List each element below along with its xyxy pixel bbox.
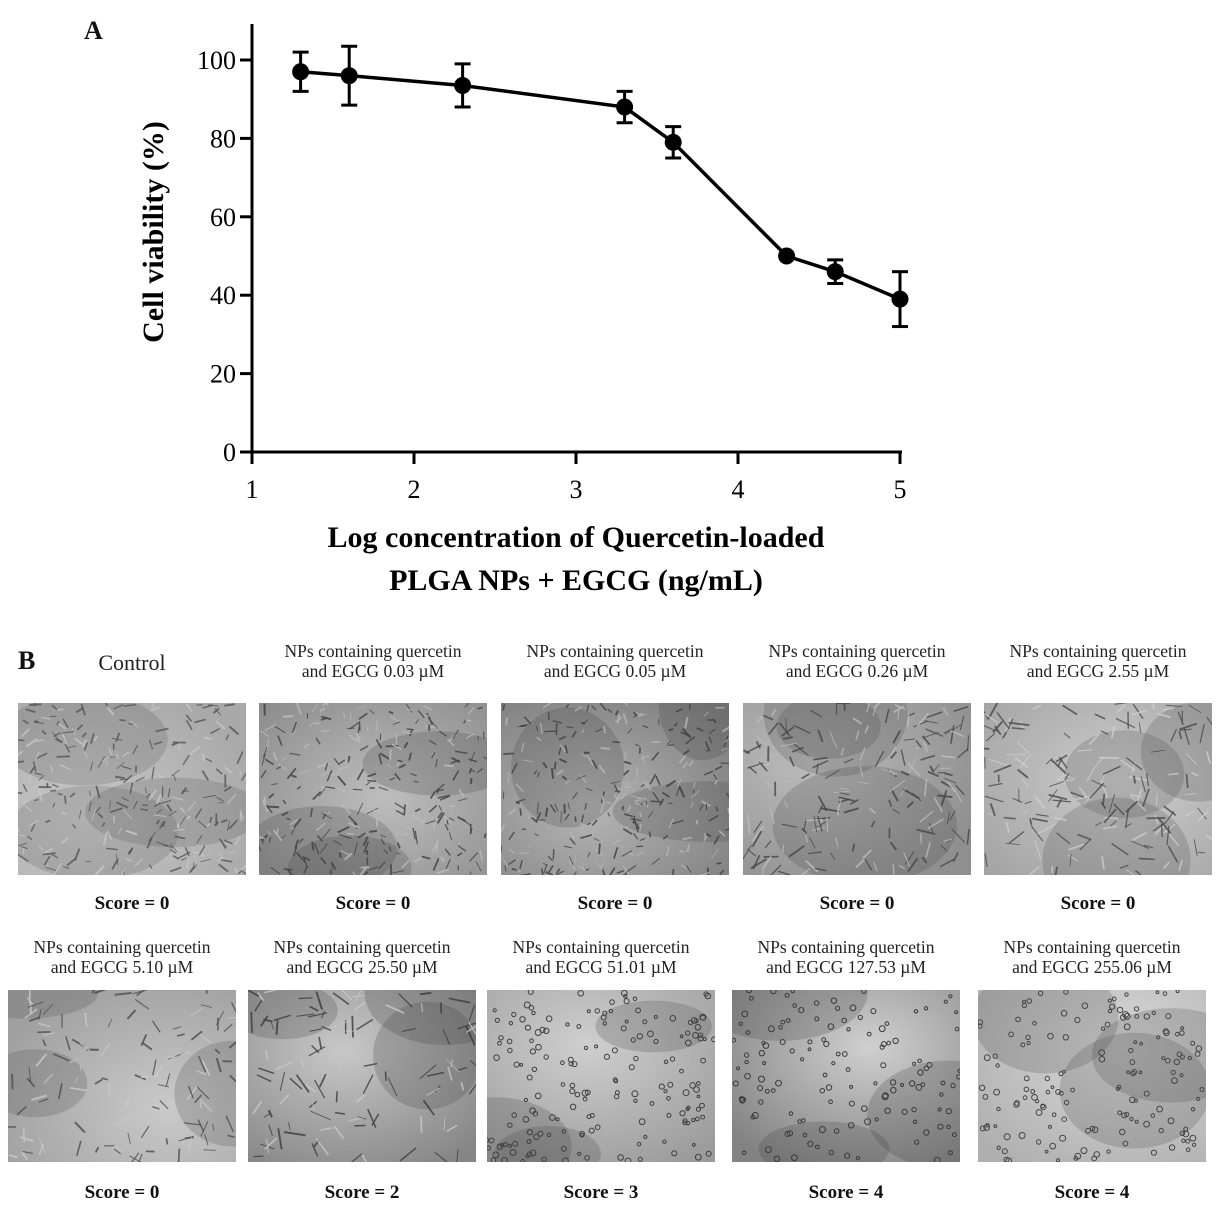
micrograph-title: NPs containing quercetin and EGCG 2.55 µM (964, 641, 1222, 681)
micrograph-title: NPs containing quercetin and EGCG 51.01 µ… (467, 937, 735, 977)
micrograph-image (8, 990, 236, 1162)
micrograph-title-line: NPs containing quercetin (33, 937, 211, 957)
y-tick-label: 0 (223, 438, 236, 467)
micrograph-cell: NPs containing quercetin and EGCG 0.05 µM… (501, 0, 729, 1211)
x-tick-label: 4 (732, 475, 745, 504)
micrograph-title: NPs containing quercetin and EGCG 0.03 µM (239, 641, 507, 681)
x-tick-label: 2 (408, 475, 421, 504)
micrograph-title-line: and EGCG 5.10 µM (50, 957, 194, 977)
viability-chart: 0 20 40 60 80 100 1 2 3 4 5 Cell viability (%) Log c… (137, 24, 909, 597)
y-tick-label: 20 (210, 360, 236, 389)
micrograph-title: Control (0, 651, 266, 675)
x-axis-label-line2: PLGA NPs + EGCG (ng/mL) (389, 564, 763, 597)
x-tick-label: 5 (894, 475, 907, 504)
micrograph-title-line: and EGCG 0.05 µM (543, 661, 687, 681)
micrograph-title-line: and EGCG 255.06 µM (1012, 957, 1172, 977)
micrograph-cell: NPs containing quercetin and EGCG 0.03 µM… (259, 0, 487, 1211)
micrograph-title-line: NPs containing quercetin (273, 937, 451, 957)
micrograph-image (978, 990, 1206, 1162)
data-point (616, 98, 634, 116)
micrograph-title-line: and EGCG 2.55 µM (1026, 661, 1170, 681)
micrograph-cell: NPs containing quercetin and EGCG 51.01 µ… (487, 0, 715, 1211)
micrograph-title: NPs containing quercetin and EGCG 5.10 µM (0, 937, 256, 977)
score-label: Score = 4 (808, 1182, 884, 1203)
y-tick-label: 80 (210, 124, 236, 153)
series-line (300, 70, 901, 301)
micrograph-cell: NPs containing quercetin and EGCG 25.50 µ… (248, 0, 476, 1211)
micrograph-image (984, 703, 1212, 875)
micrograph-title-line: NPs containing quercetin (768, 641, 946, 661)
micrograph-title: NPs containing quercetin and EGCG 25.50 µ… (228, 937, 496, 977)
micrograph-title-line: NPs containing quercetin (1009, 641, 1187, 661)
y-tick-label: 60 (210, 203, 236, 232)
y-tick-label: 100 (197, 46, 236, 75)
micrograph-image (743, 703, 971, 875)
micrograph-title-line: NPs containing quercetin (512, 937, 690, 957)
micrograph-cell: NPs containing quercetin and EGCG 5.10 µM… (8, 0, 236, 1211)
micrograph-title-line: Control (98, 650, 166, 675)
y-tick-label: 40 (210, 281, 236, 310)
score-label: Score = 0 (335, 893, 411, 914)
score-label: Score = 3 (563, 1182, 639, 1203)
micrograph-title-line: and EGCG 0.26 µM (785, 661, 929, 681)
micrograph-title-line: NPs containing quercetin (757, 937, 935, 957)
score-label: Score = 0 (94, 893, 170, 914)
micrograph-title-line: NPs containing quercetin (526, 641, 704, 661)
micrograph-title-line: and EGCG 0.03 µM (301, 661, 445, 681)
micrograph-title: NPs containing quercetin and EGCG 0.26 µM (723, 641, 991, 681)
y-axis-label: Cell viability (%) (137, 121, 170, 343)
x-tick-label: 3 (570, 475, 583, 504)
score-label: Score = 0 (1060, 893, 1136, 914)
micrograph-title: NPs containing quercetin and EGCG 0.05 µM (481, 641, 749, 681)
micrograph-cell: NPs containing quercetin and EGCG 127.53 … (732, 0, 960, 1211)
micrograph-cell: NPs containing quercetin and EGCG 0.26 µM… (743, 0, 971, 1211)
x-axis-label-line1: Log concentration of Quercetin-loaded (328, 521, 825, 554)
micrograph-title-line: NPs containing quercetin (284, 641, 462, 661)
score-label: Score = 0 (84, 1182, 160, 1203)
micrograph-title-line: and EGCG 51.01 µM (525, 957, 677, 977)
panel-b-label: B (18, 646, 36, 675)
micrograph-title-line: and EGCG 127.53 µM (766, 957, 926, 977)
score-label: Score = 4 (1054, 1182, 1130, 1203)
x-tick-label: 1 (246, 475, 259, 504)
micrograph-image (732, 990, 960, 1162)
micrograph-cell: NPs containing quercetin and EGCG 2.55 µM… (984, 0, 1212, 1211)
micrograph-cell: Control Score = 0 (18, 0, 246, 1211)
micrograph-image (18, 703, 246, 875)
data-point (891, 290, 909, 308)
data-point (340, 67, 358, 85)
micrograph-cell: NPs containing quercetin and EGCG 255.06 … (978, 0, 1206, 1211)
micrograph-title-line: and EGCG 25.50 µM (286, 957, 438, 977)
score-label: Score = 0 (577, 893, 653, 914)
micrograph-image (259, 703, 487, 875)
micrograph-title-line: NPs containing quercetin (1003, 937, 1181, 957)
micrograph-image (248, 990, 476, 1162)
micrograph-image (501, 703, 729, 875)
score-label: Score = 0 (819, 893, 895, 914)
micrograph-image (487, 990, 715, 1162)
micrograph-title: NPs containing quercetin and EGCG 255.06 … (958, 937, 1222, 977)
micrograph-title: NPs containing quercetin and EGCG 127.53 … (712, 937, 980, 977)
data-point (664, 133, 682, 151)
score-label: Score = 2 (324, 1182, 400, 1203)
data-point (778, 247, 796, 265)
data-point (826, 263, 844, 281)
data-point (292, 63, 310, 81)
panel-a-label: A (84, 16, 103, 45)
data-point (454, 76, 472, 94)
